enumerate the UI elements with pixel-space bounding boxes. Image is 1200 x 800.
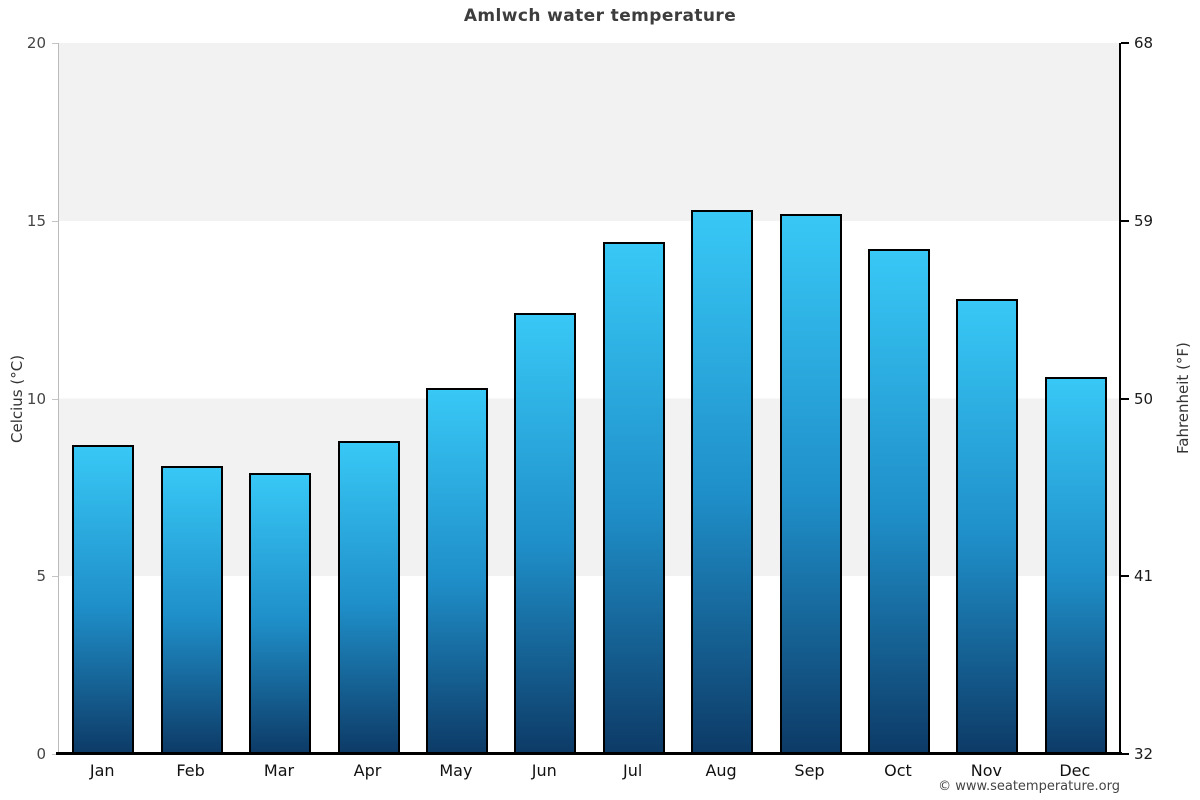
left-tick-mark — [52, 43, 58, 44]
seatemperature-link[interactable]: © www.seatemperature.org — [938, 779, 1120, 794]
fahrenheit-tick-50: 50 — [1134, 389, 1154, 408]
month-label-jun: Jun — [531, 761, 557, 780]
bar-aug[interactable] — [691, 210, 754, 754]
left-tick-mark — [52, 754, 58, 755]
celsius-tick-15: 15 — [26, 211, 46, 230]
fahrenheit-tick-68: 68 — [1134, 34, 1154, 52]
bar-dec[interactable] — [1044, 377, 1107, 754]
bar-jun[interactable] — [514, 313, 577, 754]
left-tick-mark — [52, 576, 58, 578]
right-axis-line — [1119, 43, 1121, 755]
bar-jul[interactable] — [602, 242, 665, 754]
copyright-notice: © www.seatemperature.org — [0, 779, 1120, 794]
bar-apr[interactable] — [337, 441, 400, 754]
month-label-aug: Aug — [705, 761, 737, 780]
bar-jan[interactable] — [72, 444, 135, 754]
month-label-jul: Jul — [623, 761, 643, 780]
chart-title: Amlwch water temperature — [463, 6, 737, 26]
bar-oct[interactable] — [868, 249, 930, 754]
bar-feb[interactable] — [160, 466, 223, 754]
fahrenheit-tick-32: 32 — [1134, 745, 1154, 763]
month-label-nov: Nov — [970, 761, 1002, 780]
celsius-tick-20: 20 — [26, 34, 46, 52]
right-tick-mark — [1121, 753, 1129, 755]
left-tick-mark — [52, 220, 58, 222]
bar-may[interactable] — [425, 387, 488, 754]
left-tick-mark — [52, 398, 58, 400]
bar-nov[interactable] — [956, 299, 1019, 754]
month-label-may: May — [439, 761, 473, 780]
bottom-axis-line — [56, 752, 1122, 755]
celsius-tick-5: 5 — [36, 567, 46, 586]
month-label-mar: Mar — [263, 761, 295, 780]
fahrenheit-tick-41: 41 — [1134, 567, 1154, 586]
celsius-tick-10: 10 — [26, 389, 46, 408]
month-label-dec: Dec — [1059, 761, 1091, 780]
month-label-jan: Jan — [89, 761, 115, 780]
bar-sep[interactable] — [779, 213, 842, 754]
bar-mar[interactable] — [249, 473, 311, 754]
right-tick-mark — [1121, 575, 1129, 578]
month-label-oct: Oct — [884, 761, 912, 780]
plot-area — [58, 43, 1120, 754]
right-tick-mark — [1121, 397, 1129, 400]
fahrenheit-tick-59: 59 — [1134, 211, 1154, 230]
celsius-tick-0: 0 — [36, 745, 46, 763]
right-tick-mark — [1121, 42, 1129, 44]
month-label-apr: Apr — [353, 761, 382, 780]
right-tick-mark — [1121, 219, 1129, 222]
month-label-feb: Feb — [176, 761, 205, 780]
month-label-sep: Sep — [794, 761, 825, 780]
